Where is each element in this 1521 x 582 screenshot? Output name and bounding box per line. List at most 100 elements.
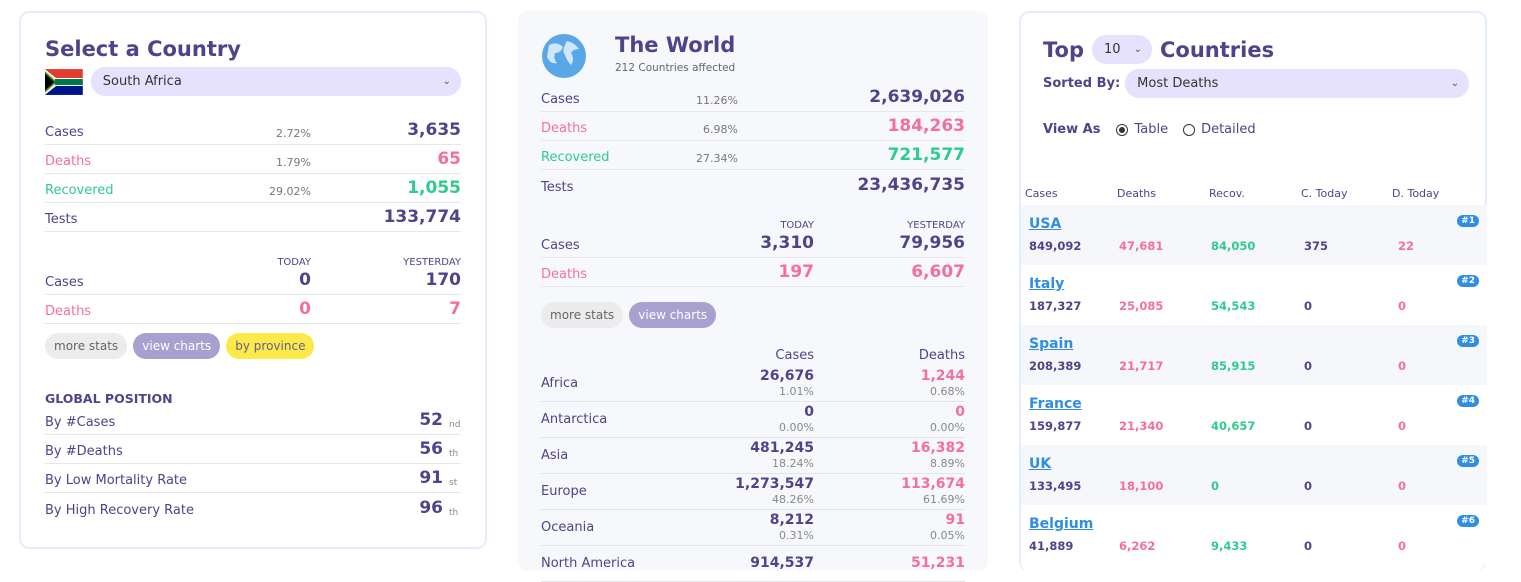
position-rank: 52 [419, 410, 443, 430]
sort-select[interactable]: Most Deaths ⌄ [1125, 69, 1470, 98]
position-label: By High Recovery Rate [45, 503, 194, 518]
position-rank: 96 [419, 498, 443, 518]
table-row: UK #5 133,495 18,100 0 0 0 [1021, 445, 1487, 505]
row-cases-today: 0 [1304, 299, 1313, 313]
column-header: C. Today [1301, 187, 1348, 200]
continent-cases-pct: 48.26% [772, 492, 814, 506]
stat-pct: 1.79% [276, 156, 311, 169]
stat-value: 2,639,026 [869, 87, 965, 107]
continent-deaths: 113,674 [901, 475, 965, 492]
continent-name: Oceania [541, 520, 595, 535]
row-recovered: 40,657 [1211, 419, 1256, 433]
continent-cases-pct: 0.31% [779, 528, 814, 542]
top-count-value: 10 [1104, 42, 1121, 57]
row-deaths: 47,681 [1119, 239, 1164, 253]
continent-row: Oceania 8,212 0.31% 91 0.05% [541, 510, 965, 546]
by-province-button[interactable]: by province [226, 333, 315, 359]
stat-pct: 11.26% [696, 94, 738, 107]
country-link[interactable]: France [1029, 396, 1082, 412]
global-position-title: GLOBAL POSITION [45, 391, 173, 406]
world-panel: The World 212 Countries affected Cases 11… [518, 11, 988, 582]
continent-cases-header: Cases [775, 348, 814, 363]
continent-cases: 1,273,547 [735, 475, 814, 492]
country-panel-title: Select a Country [45, 37, 241, 61]
stat-value: 65 [437, 149, 461, 169]
position-label: By #Cases [45, 415, 116, 430]
continent-row: North America 914,537 51,231 [541, 546, 965, 582]
country-link[interactable]: UK [1029, 456, 1052, 472]
view-charts-button[interactable]: view charts [133, 333, 221, 359]
rank-badge: #3 [1457, 335, 1479, 347]
stat-value: 721,577 [887, 145, 965, 165]
continent-deaths-pct: 0.68% [930, 384, 965, 398]
table-row: Italy #2 187,327 25,085 54,543 0 0 [1021, 265, 1487, 325]
country-select[interactable]: South Africa ⌄ [90, 67, 461, 96]
row-recovered: 9,433 [1211, 539, 1248, 553]
row-cases-today: 0 [1304, 419, 1313, 433]
row-deaths-today: 0 [1398, 479, 1407, 493]
today-header: TODAY [780, 220, 814, 231]
more-stats-button[interactable]: more stats [541, 302, 624, 328]
daily-label: Deaths [541, 267, 588, 282]
continent-deaths: 16,382 [910, 439, 965, 456]
position-suffix: st [449, 478, 458, 488]
country-panel: Select a Country South Africa ⌄ Cases 2.7… [19, 11, 487, 549]
position-rank: 56 [419, 439, 443, 459]
row-cases: 159,877 [1029, 419, 1082, 433]
row-cases: 41,889 [1029, 539, 1074, 553]
row-deaths: 18,100 [1119, 479, 1164, 493]
row-cases: 133,495 [1029, 479, 1082, 493]
stat-pct: 2.72% [276, 127, 311, 140]
continent-deaths-pct: 61.69% [923, 492, 965, 506]
row-deaths: 21,717 [1119, 359, 1164, 373]
view-detailed-radio[interactable]: Detailed [1183, 122, 1256, 137]
continent-name: Antarctica [541, 412, 608, 427]
continent-list: Africa 26,676 1.01% 1,244 0.68% Antarctica… [541, 366, 965, 582]
position-label: By #Deaths [45, 444, 123, 459]
country-link[interactable]: USA [1029, 216, 1062, 232]
rank-badge: #4 [1457, 395, 1479, 407]
daily-label: Cases [45, 275, 84, 290]
view-table-radio[interactable]: Table [1116, 122, 1168, 137]
view-as-label: View As [1043, 122, 1101, 137]
view-charts-button[interactable]: view charts [629, 302, 717, 328]
chevron-down-icon: ⌄ [1133, 44, 1142, 55]
daily-yesterday: 6,607 [911, 262, 965, 282]
yesterday-header: YESTERDAY [403, 257, 461, 268]
radio-checked-icon [1116, 123, 1129, 136]
sorted-by-label: Sorted By: [1043, 76, 1121, 91]
top-countries-panel: Top 10 ⌄ Countries Sorted By: Most Death… [1019, 11, 1487, 571]
position-suffix: nd [449, 420, 461, 430]
country-link[interactable]: Italy [1029, 276, 1065, 292]
row-deaths-today: 0 [1398, 299, 1407, 313]
country-link[interactable]: Belgium [1029, 516, 1094, 532]
row-recovered: 85,915 [1211, 359, 1256, 373]
continent-deaths-pct: 0.05% [930, 528, 965, 542]
daily-yesterday: 170 [425, 270, 462, 290]
row-cases-today: 0 [1304, 479, 1313, 493]
daily-label: Deaths [45, 304, 92, 319]
column-header: Recov. [1209, 187, 1245, 200]
continent-name: Europe [541, 484, 587, 499]
continent-cases: 8,212 [769, 511, 814, 528]
row-recovered: 84,050 [1211, 239, 1256, 253]
stat-label: Recovered [541, 150, 610, 165]
continent-row: Europe 1,273,547 48.26% 113,674 61.69% [541, 474, 965, 510]
daily-today: 0 [299, 299, 311, 319]
sort-select-value: Most Deaths [1137, 76, 1219, 91]
continent-name: Africa [541, 376, 579, 391]
row-cases-today: 375 [1304, 239, 1329, 253]
column-header: D. Today [1392, 187, 1440, 200]
world-title: The World [615, 33, 736, 57]
stat-value: 184,263 [887, 116, 965, 136]
stat-label: Deaths [541, 121, 588, 136]
top-count-select[interactable]: 10 ⌄ [1092, 35, 1152, 64]
country-link[interactable]: Spain [1029, 336, 1074, 352]
more-stats-button[interactable]: more stats [45, 333, 128, 359]
table-row: USA #1 849,092 47,681 84,050 375 22 [1021, 205, 1487, 265]
daily-yesterday: 7 [449, 299, 461, 319]
row-cases: 187,327 [1029, 299, 1082, 313]
stat-value: 1,055 [407, 178, 461, 198]
world-subtitle: 212 Countries affected [615, 62, 736, 74]
row-cases: 208,389 [1029, 359, 1082, 373]
